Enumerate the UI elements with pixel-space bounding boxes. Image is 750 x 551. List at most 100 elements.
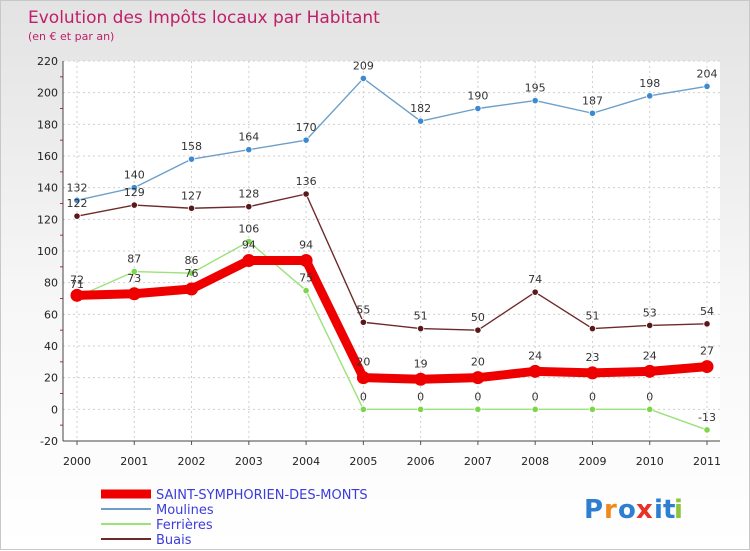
- data-point-buais: [588, 324, 597, 333]
- data-label-ferrieres: 0: [646, 390, 653, 403]
- data-label-moulines: 182: [410, 102, 431, 115]
- x-tick-label: 2011: [693, 455, 721, 468]
- data-point-saint-symphorien-des-monts: [127, 287, 141, 301]
- data-point-saint-symphorien-des-monts: [414, 372, 428, 386]
- data-label-saint-symphorien-des-monts: 20: [471, 356, 485, 369]
- data-label-saint-symphorien-des-monts: 73: [127, 272, 141, 285]
- data-point-buais: [531, 288, 539, 296]
- data-point-moulines: [588, 109, 597, 117]
- y-tick-label: 160: [37, 150, 58, 163]
- data-point-ferrieres: [588, 405, 597, 413]
- data-point-ferrieres: [474, 405, 482, 413]
- data-point-buais: [359, 318, 367, 326]
- data-label-buais: 129: [124, 186, 145, 199]
- legend-label: Moulines: [156, 503, 214, 518]
- x-tick-label: 2005: [349, 455, 377, 468]
- data-point-moulines: [359, 74, 367, 83]
- logo-letter: t: [663, 495, 675, 525]
- x-tick-label: 2008: [521, 455, 549, 468]
- data-label-moulines: 204: [697, 67, 718, 80]
- data-point-ferrieres: [646, 405, 654, 413]
- legend: SAINT-SYMPHORIEN-DES-MONTSMoulinesFerriè…: [101, 488, 368, 548]
- data-point-ferrieres: [302, 286, 310, 295]
- data-label-buais: 136: [296, 175, 317, 188]
- data-label-moulines: 190: [467, 90, 488, 103]
- y-tick-label: 80: [44, 277, 58, 290]
- data-point-moulines: [703, 82, 711, 90]
- data-point-moulines: [245, 146, 253, 154]
- data-point-buais: [417, 324, 425, 333]
- data-label-ferrieres: 71: [70, 278, 84, 291]
- data-point-moulines: [474, 104, 482, 113]
- data-point-buais: [73, 212, 81, 220]
- data-point-buais: [474, 326, 482, 334]
- x-tick-label: 2010: [636, 455, 664, 468]
- x-tick-label: 2009: [578, 455, 606, 468]
- data-label-ferrieres: 87: [127, 253, 141, 266]
- logo-letter: i: [674, 495, 683, 525]
- data-label-saint-symphorien-des-monts: 23: [585, 351, 599, 364]
- data-label-saint-symphorien-des-monts: 76: [185, 267, 199, 280]
- data-point-ferrieres: [531, 405, 539, 413]
- legend-label: Ferrières: [156, 518, 213, 533]
- series-line-moulines: [76, 77, 708, 202]
- data-point-saint-symphorien-des-monts: [528, 364, 542, 378]
- logo-letter: r: [604, 495, 617, 525]
- data-label-buais: 55: [356, 303, 370, 316]
- data-label-moulines: 164: [238, 131, 259, 144]
- data-point-ferrieres: [417, 405, 425, 413]
- data-label-saint-symphorien-des-monts: 72: [70, 273, 84, 286]
- data-point-ferrieres: [130, 267, 138, 276]
- data-point-moulines: [187, 155, 196, 163]
- y-tick-label: -20: [40, 435, 58, 448]
- data-point-saint-symphorien-des-monts: [700, 360, 714, 374]
- data-label-moulines: 187: [582, 94, 603, 107]
- data-label-moulines: 195: [525, 82, 546, 95]
- data-label-saint-symphorien-des-monts: 24: [643, 349, 657, 362]
- data-label-saint-symphorien-des-monts: 24: [528, 349, 542, 362]
- data-label-buais: 54: [700, 305, 714, 318]
- y-tick-label: 140: [37, 182, 58, 195]
- data-label-buais: 122: [67, 197, 88, 210]
- data-point-buais: [187, 204, 196, 212]
- data-point-saint-symphorien-des-monts: [643, 364, 657, 378]
- logo-letter: i: [654, 495, 663, 525]
- x-tick-label: 2002: [178, 455, 206, 468]
- data-point-moulines: [130, 184, 138, 192]
- y-tick-label: 100: [37, 245, 58, 258]
- data-point-moulines: [302, 136, 310, 144]
- data-point-saint-symphorien-des-monts: [185, 282, 199, 296]
- x-tick-label: 2001: [120, 455, 148, 468]
- data-label-buais: 53: [643, 306, 657, 319]
- data-point-ferrieres: [359, 405, 367, 413]
- legend-label: Buais: [156, 533, 192, 548]
- data-label-moulines: 209: [353, 59, 374, 72]
- data-label-ferrieres: 0: [474, 390, 481, 403]
- chart-subtitle: (en € et par an): [28, 30, 114, 43]
- data-point-saint-symphorien-des-monts: [356, 371, 370, 385]
- data-label-saint-symphorien-des-monts: 20: [356, 356, 370, 369]
- y-tick-label: 60: [44, 308, 58, 321]
- data-point-moulines: [646, 92, 654, 100]
- data-point-moulines: [73, 196, 81, 204]
- data-label-ferrieres: 0: [532, 390, 539, 403]
- y-tick-label: 40: [44, 340, 58, 353]
- data-point-buais: [703, 320, 711, 328]
- data-label-saint-symphorien-des-monts: 27: [700, 345, 714, 358]
- y-tick-label: 180: [37, 118, 58, 131]
- legend-label: SAINT-SYMPHORIEN-DES-MONTS: [156, 488, 368, 503]
- data-label-moulines: 170: [296, 121, 317, 134]
- logo-letter: P: [584, 495, 603, 525]
- data-label-saint-symphorien-des-monts: 94: [299, 239, 313, 252]
- series-line-buais: [76, 193, 708, 331]
- data-point-buais: [245, 203, 253, 211]
- data-point-saint-symphorien-des-monts: [585, 366, 599, 380]
- y-tick-label: 220: [37, 55, 58, 68]
- series-line-ferrieres: [76, 240, 708, 431]
- data-point-ferrieres: [245, 237, 253, 246]
- series-group: [70, 74, 714, 434]
- plot-area: [63, 61, 720, 441]
- data-label-buais: 127: [181, 189, 202, 202]
- data-label-moulines: 158: [181, 140, 202, 153]
